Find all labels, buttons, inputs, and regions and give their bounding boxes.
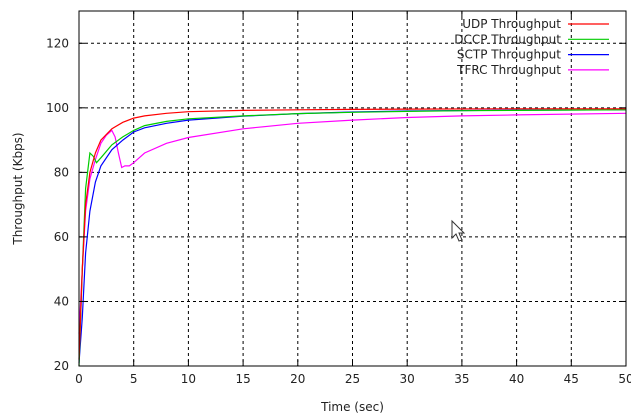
x-tick-label: 25 bbox=[345, 372, 360, 386]
y-tick-label: 60 bbox=[54, 230, 69, 244]
y-tick-label: 40 bbox=[54, 294, 69, 308]
y-axis-title: Throughput (Kbps) bbox=[11, 132, 25, 245]
x-tick-label: 35 bbox=[454, 372, 469, 386]
legend-label: TFRC Throughput bbox=[456, 63, 561, 77]
axis-ticks: 0 5 10 15 20 25 30 35 40 45 50 20 40 60 80 100 120 bbox=[46, 11, 631, 386]
x-tick-label: 45 bbox=[564, 372, 579, 386]
series-line-dccp bbox=[78, 109, 627, 367]
y-tick-label: 20 bbox=[54, 359, 69, 373]
x-tick-label: 20 bbox=[290, 372, 305, 386]
mouse-pointer-icon bbox=[451, 219, 466, 242]
y-tick-label: 100 bbox=[46, 101, 69, 115]
y-tick-label: 80 bbox=[54, 165, 69, 179]
series-line-udp bbox=[78, 108, 626, 360]
series-lines bbox=[78, 108, 627, 367]
x-tick-label: 50 bbox=[618, 372, 631, 386]
x-tick-label: 0 bbox=[75, 372, 83, 386]
series-line-tfrc bbox=[78, 112, 627, 334]
x-tick-label: 5 bbox=[130, 372, 138, 386]
x-tick-label: 15 bbox=[235, 372, 250, 386]
x-axis-title: Time (sec) bbox=[320, 400, 384, 414]
y-tick-label: 120 bbox=[46, 36, 69, 50]
x-tick-label: 40 bbox=[509, 372, 524, 386]
legend-label: DCCP Throughput bbox=[454, 32, 561, 46]
legend-label: SCTP Throughput bbox=[457, 48, 561, 62]
x-tick-label: 10 bbox=[181, 372, 196, 386]
grid bbox=[79, 11, 626, 366]
x-tick-label: 30 bbox=[400, 372, 415, 386]
legend-label: UDP Throughput bbox=[462, 17, 561, 31]
